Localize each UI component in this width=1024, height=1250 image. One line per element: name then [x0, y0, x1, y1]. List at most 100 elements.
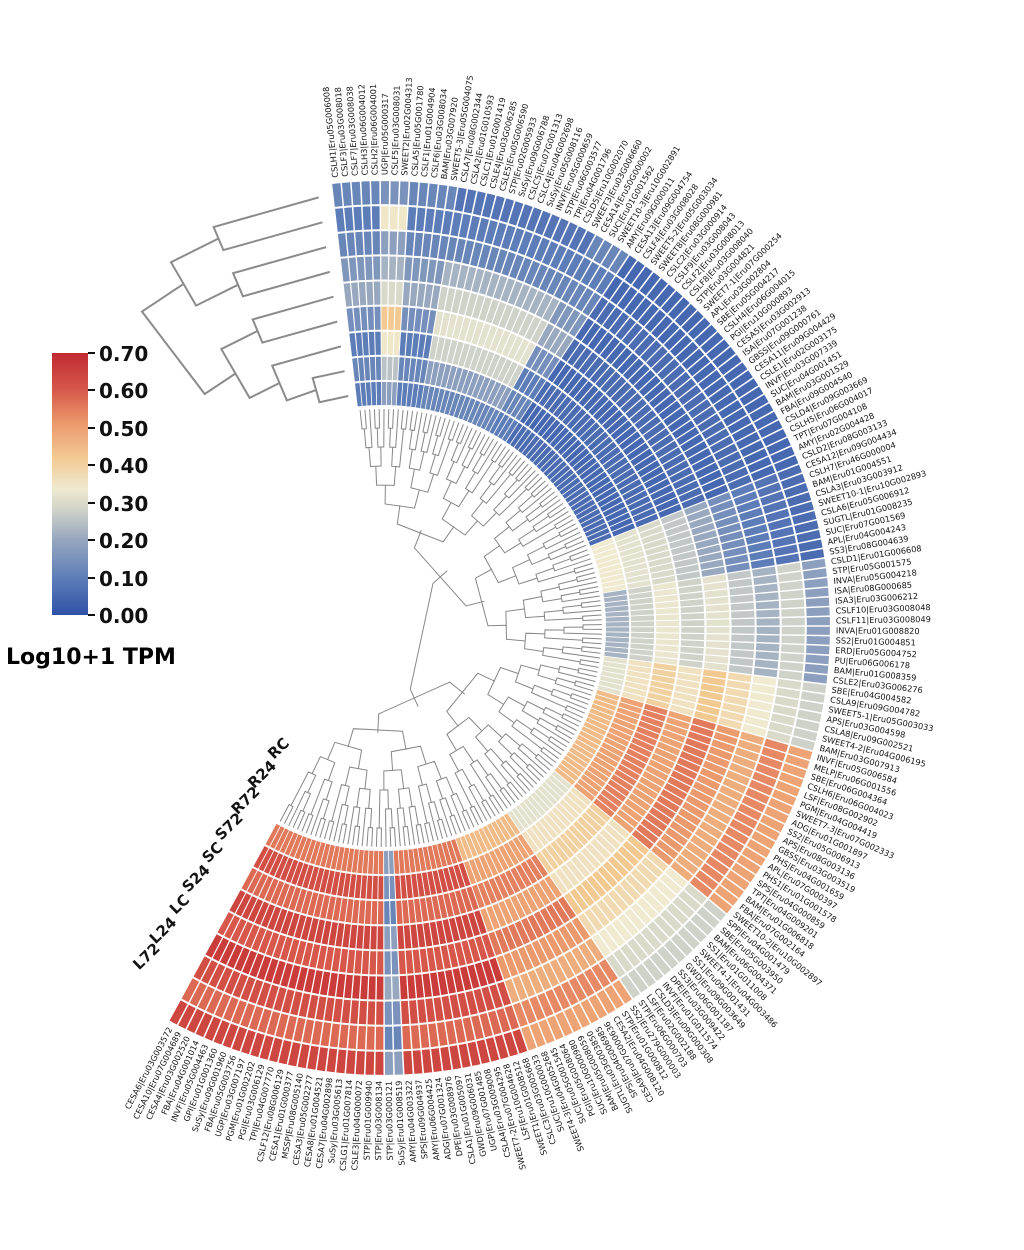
heatmap-cell: [577, 230, 595, 255]
heatmap-cell: [605, 924, 626, 947]
heatmap-cell: [371, 382, 377, 406]
heatmap-cell: [307, 918, 319, 942]
heatmap-cell: [749, 691, 774, 703]
heatmap-cell: [688, 448, 712, 465]
heatmap-cell: [576, 851, 596, 874]
gene-label: STP|Eru01G009940: [362, 1081, 374, 1161]
heatmap-cell: [646, 346, 668, 368]
heatmap-cell: [627, 496, 651, 511]
heatmap-cell: [625, 675, 650, 686]
heatmap-cell: [458, 1043, 471, 1068]
heatmap-cell: [311, 1020, 323, 1045]
heatmap-cell: [231, 1026, 247, 1052]
heatmap-cell: [341, 182, 352, 206]
heatmap-cell: [586, 528, 610, 542]
heatmap-cell: [408, 849, 416, 873]
heatmap-cell: [284, 832, 298, 856]
heatmap-cell: [312, 970, 323, 994]
heatmap-cell: [711, 799, 736, 817]
heatmap-cell: [201, 960, 218, 984]
heatmap-cell: [351, 282, 360, 306]
heatmap-cell: [393, 850, 400, 874]
heatmap-cell: [675, 854, 699, 875]
heatmap-cell: [413, 232, 423, 257]
heatmap-cell: [524, 405, 542, 427]
heatmap-cell: [181, 978, 200, 1003]
heatmap-cell: [498, 304, 514, 329]
heatmap-cell: [222, 1023, 239, 1048]
heatmap-cell: [762, 429, 787, 447]
heatmap-cell: [770, 713, 795, 726]
heatmap-cell: [705, 604, 730, 612]
heatmap-cell: [598, 563, 622, 574]
heatmap-cell: [560, 222, 578, 247]
heatmap-cell: [324, 946, 335, 971]
heatmap-cell: [269, 853, 284, 877]
heatmap-cell: [375, 1026, 384, 1050]
heatmap-cell: [502, 361, 518, 385]
heatmap-cell: [576, 734, 599, 750]
heatmap-cell: [449, 263, 461, 288]
heatmap-cell: [324, 997, 335, 1022]
heatmap-cell: [755, 600, 780, 610]
heatmap-cell: [639, 375, 661, 397]
heatmap-cell: [280, 963, 293, 987]
heatmap-cell: [247, 870, 263, 894]
heatmap-cell: [599, 675, 624, 685]
heatmap-cell: [290, 991, 303, 1016]
heatmap-cell: [402, 900, 410, 924]
heatmap-cell: [726, 680, 751, 691]
heatmap-cell: [541, 781, 562, 802]
heatmap-cell: [561, 339, 580, 362]
heatmap-cell: [754, 583, 778, 593]
heatmap-cell: [406, 383, 414, 407]
heatmap-cell: [415, 974, 424, 998]
heatmap-cell: [224, 915, 241, 939]
heatmap-cell: [601, 579, 626, 588]
heatmap-cell: [538, 384, 557, 407]
heatmap-cell: [335, 923, 345, 947]
heatmap-cell: [416, 923, 426, 948]
heatmap-cell: [568, 283, 587, 308]
heatmap-cell: [489, 328, 504, 352]
heatmap-cell: [169, 1000, 188, 1025]
heatmap-cell: [307, 1045, 319, 1070]
heatmap-cell: [660, 510, 685, 525]
heatmap-cell: [657, 946, 679, 969]
heatmap-cell: [479, 854, 493, 878]
heatmap-cell: [617, 764, 640, 781]
heatmap-cell: [443, 867, 454, 892]
heatmap-cell: [513, 339, 530, 363]
heatmap-cell: [509, 228, 525, 253]
heatmap-cell: [677, 672, 701, 682]
heatmap-cell: [575, 318, 594, 341]
heatmap-cell: [520, 973, 536, 997]
heatmap-cell: [658, 400, 682, 420]
heatmap-cell: [425, 897, 435, 921]
heatmap-cell: [694, 710, 718, 723]
heatmap-cell: [600, 789, 623, 808]
heatmap-cell: [425, 360, 434, 385]
heatmap-cell: [754, 473, 779, 490]
heatmap-cell: [543, 388, 562, 410]
heatmap-cell: [654, 747, 678, 763]
heatmap-cell: [766, 730, 791, 744]
heatmap-cell: [725, 826, 749, 845]
heatmap-cell: [436, 920, 447, 945]
heatmap-cell: [617, 540, 642, 552]
heatmap-cell: [320, 1022, 332, 1047]
heatmap-cell: [524, 260, 540, 285]
heatmap-cell: [736, 432, 760, 450]
heatmap-cell: [628, 659, 652, 668]
heatmap-cell: [585, 717, 609, 731]
heatmap-cell: [610, 722, 634, 736]
heatmap-cell: [614, 712, 639, 725]
heatmap-cell: [241, 868, 257, 891]
heatmap-cell: [472, 884, 485, 909]
heatmap-cell: [691, 522, 715, 536]
heatmap-cell: [451, 289, 463, 314]
heatmap-cell: [471, 321, 484, 345]
heatmap-cell: [465, 319, 478, 343]
heatmap-cell: [304, 839, 317, 863]
heatmap-cell: [525, 234, 542, 259]
